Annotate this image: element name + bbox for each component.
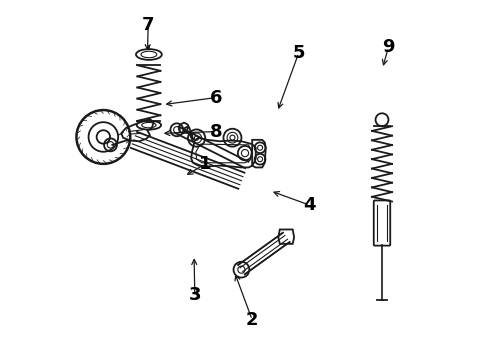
Text: 2: 2	[246, 311, 258, 329]
Text: 9: 9	[382, 38, 394, 56]
Text: 7: 7	[142, 16, 154, 34]
Text: 5: 5	[293, 44, 305, 62]
Text: 8: 8	[210, 123, 222, 141]
Text: 3: 3	[189, 286, 201, 304]
Text: 4: 4	[303, 196, 316, 214]
Text: 6: 6	[210, 89, 222, 107]
Text: 1: 1	[199, 155, 212, 173]
